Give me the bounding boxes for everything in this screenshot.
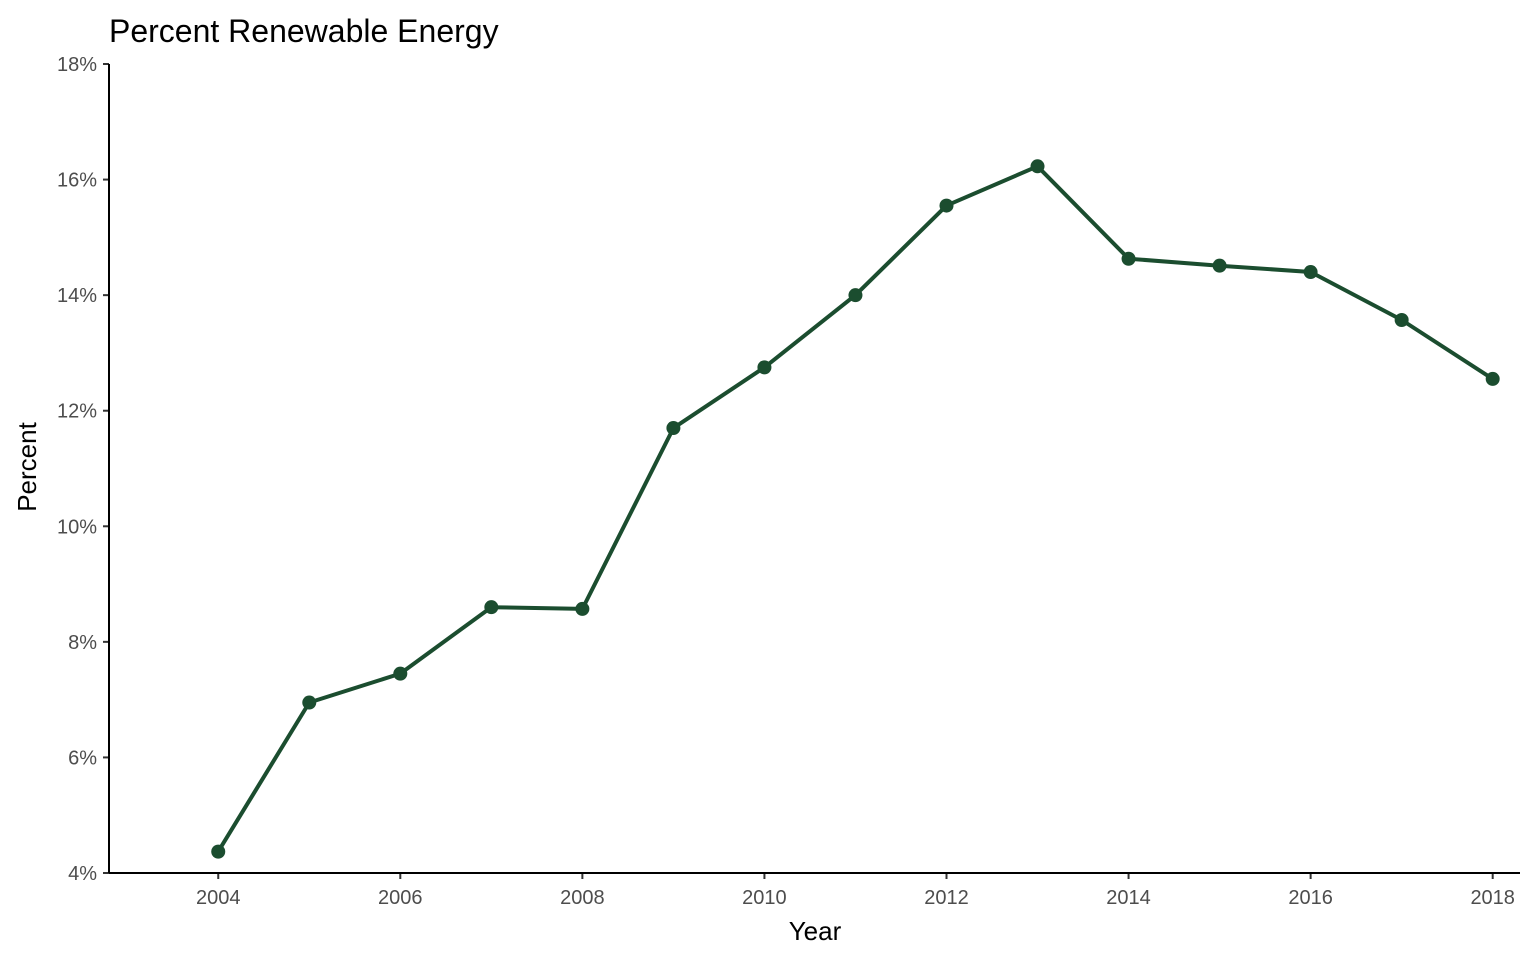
- x-tick-label: 2014: [1106, 887, 1151, 909]
- data-point: [1303, 265, 1318, 280]
- x-tick-label: 2012: [924, 887, 969, 909]
- y-tick-label: 6%: [68, 747, 97, 769]
- y-tick-label: 14%: [57, 285, 97, 307]
- data-point: [302, 695, 317, 710]
- y-tick-label: 4%: [68, 863, 97, 885]
- y-axis-ticks: 4% 6% 8% 10% 12% 14% 16% 18%: [57, 54, 109, 885]
- data-point: [211, 844, 226, 859]
- x-tick-label: 2018: [1470, 887, 1515, 909]
- data-point: [393, 666, 408, 681]
- chart-title: Percent Renewable Energy: [109, 13, 499, 49]
- series-layer: [211, 159, 1500, 859]
- y-tick-label: 10%: [57, 516, 97, 538]
- x-axis-ticks: 2004 2006 2008 2010 2012 2014 2016 2018: [196, 873, 1515, 909]
- data-point: [1212, 258, 1227, 273]
- series-line: [216, 164, 1495, 854]
- x-tick-label: 2010: [742, 887, 787, 909]
- x-tick-label: 2016: [1288, 887, 1333, 909]
- data-point: [939, 198, 954, 213]
- x-tick-label: 2004: [196, 887, 241, 909]
- y-axis-title: Percent: [12, 421, 42, 511]
- data-point: [1485, 371, 1500, 386]
- y-tick-label: 16%: [57, 170, 97, 192]
- data-point: [1121, 251, 1136, 266]
- x-tick-label: 2008: [560, 887, 605, 909]
- y-tick-label: 12%: [57, 401, 97, 423]
- y-tick-label: 8%: [68, 632, 97, 654]
- data-point: [757, 360, 772, 375]
- data-point: [575, 601, 590, 616]
- x-axis-title: Year: [789, 916, 842, 946]
- data-point: [1030, 159, 1045, 174]
- data-point: [1394, 312, 1409, 327]
- y-tick-label: 18%: [57, 54, 97, 76]
- data-point: [666, 421, 681, 436]
- data-point: [484, 600, 499, 615]
- x-tick-label: 2006: [378, 887, 423, 909]
- data-point: [848, 288, 863, 303]
